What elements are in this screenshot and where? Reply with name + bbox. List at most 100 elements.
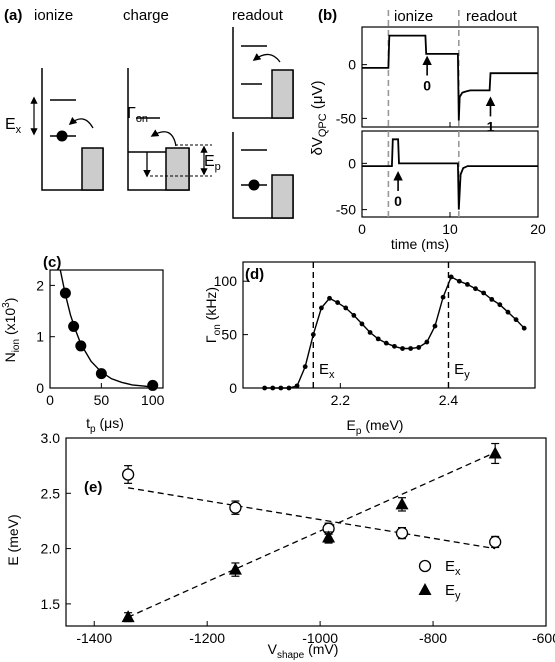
d-data-point [335, 300, 341, 305]
d-data-point [456, 278, 462, 284]
c-data-point [95, 368, 107, 380]
e-fit-line [127, 487, 496, 550]
stage-label-charge: charge [123, 7, 169, 24]
e-ytick-label: 1.5 [41, 596, 61, 612]
e-point-ex [395, 526, 409, 540]
e-xtick-label: -1200 [189, 630, 225, 646]
d-xtick-label: 2.2 [331, 392, 351, 408]
d-data-point [286, 385, 292, 391]
c-xtick-label: 100 [141, 392, 165, 408]
legend-label-sub: y [455, 590, 461, 602]
d-ylabel: Γon (kHz) [203, 287, 223, 343]
b-bottom-xtick-label: 10 [442, 221, 458, 237]
panel-c-label: (c) [43, 254, 61, 271]
d-data-point [465, 282, 470, 287]
e-point-ey [228, 562, 242, 575]
e-point-ey [121, 610, 135, 623]
legend-label-main: E [445, 558, 455, 575]
d-data-point [440, 294, 446, 300]
b-xlabel: time (ms) [391, 236, 449, 252]
e-point-ey [488, 446, 502, 459]
panel-e-label: (e) [84, 479, 102, 496]
e-xtick-label: -800 [419, 630, 447, 646]
e-ytick-label: 2.5 [41, 485, 61, 501]
d-data-point [489, 296, 495, 302]
legend-marker-ey [418, 583, 432, 595]
d-data-point [327, 295, 332, 301]
c-axes: 0 50 100 0 1 2 [36, 269, 165, 408]
c-ytick-label: 2 [36, 277, 44, 293]
charge-diagram [127, 68, 212, 191]
readout-diagram-bottom [232, 132, 294, 219]
d-marker-label-sub: x [329, 369, 335, 381]
d-xlabel: Ep (meV) [347, 417, 404, 437]
d-ytick-label: 0 [229, 380, 237, 396]
e-fit-line [127, 451, 496, 618]
d-marker-label-main: E [319, 361, 329, 378]
stage-label-ionize: ionize [34, 7, 73, 24]
d-data-point [448, 274, 454, 280]
b-bottom-xtick-label: 0 [358, 221, 366, 237]
d-data-point [375, 336, 381, 342]
d-data-point [408, 346, 414, 351]
e-xlabel: Vshape (mV) [268, 641, 339, 661]
b-bottom-ytick-label: 0 [348, 155, 356, 171]
d-data-point [416, 345, 422, 350]
electron-dot [56, 130, 68, 142]
d-data-point [521, 325, 527, 331]
c-ylabel: Nion (x103) [1, 298, 22, 363]
b-top-annotation-label: 0 [423, 78, 431, 94]
ep-label: Ep [204, 153, 221, 173]
ex-label: Ex [5, 116, 22, 136]
e-ylabel: E (meV) [5, 514, 21, 565]
b-bottom-annotation-label: 0 [394, 193, 402, 209]
d-data-point [262, 385, 268, 391]
d-data-point [343, 305, 349, 311]
b-bottom-axes: 0 10 200-500 [336, 130, 546, 237]
e-point-ey [322, 530, 336, 543]
b-top-axes: 0 -50 0 1 [336, 10, 539, 134]
d-data-point [473, 286, 478, 292]
gamma-on-label: Γon [127, 105, 148, 125]
b-bottom-xtick-label: 20 [530, 221, 546, 237]
panel-d-label: (d) [245, 266, 264, 283]
region-label-ionize: ionize [394, 8, 433, 25]
d-data-point [513, 317, 519, 323]
legend-label-sub: x [455, 566, 461, 578]
d-frame [242, 261, 536, 389]
c-data-point [147, 379, 159, 391]
e-frame [65, 437, 547, 627]
e-xtick-label: -1400 [76, 630, 112, 646]
region-label-readout: readout [466, 8, 518, 25]
d-data-point [294, 383, 300, 389]
legend-label: Ey [445, 582, 461, 602]
legend-marker-ex [418, 559, 432, 573]
d-data-point [505, 309, 511, 315]
legend-label-main: E [445, 582, 455, 599]
readout-diagram-top [232, 27, 294, 119]
e-xtick-label: -600 [532, 630, 555, 646]
d-data-point [400, 346, 405, 351]
d-marker-label-main: E [454, 361, 464, 378]
panel-b-label: (b) [318, 7, 337, 24]
e-point-ex [121, 468, 135, 481]
b-bottom-ytick-label: -50 [336, 202, 356, 218]
d-data-point [270, 385, 276, 391]
d-data-point [278, 385, 284, 391]
d-data-point [310, 332, 316, 338]
d-xtick-label: 2.4 [439, 392, 459, 408]
panel-e: (e) E (meV) Vshape (mV) -1400 -1200 -1000 -… [5, 430, 555, 661]
d-marker-label: Ex [319, 361, 335, 381]
d-ytick-label: 100 [214, 273, 238, 289]
d-data-point [367, 330, 373, 335]
panel-b: (b) ionize readout δVQPC (μV) time (ms) … [309, 7, 546, 252]
d-data-point [432, 323, 438, 329]
panel-c: (c) Nion (x103) tp (μs) 0 50 100 0 1 2 [1, 254, 165, 435]
legend-label: Ex [445, 558, 461, 578]
b-top-trace [362, 34, 538, 121]
ionize-diagram [30, 68, 104, 191]
panel-a-label: (a) [4, 7, 22, 24]
electron-dot-readout [248, 179, 260, 191]
